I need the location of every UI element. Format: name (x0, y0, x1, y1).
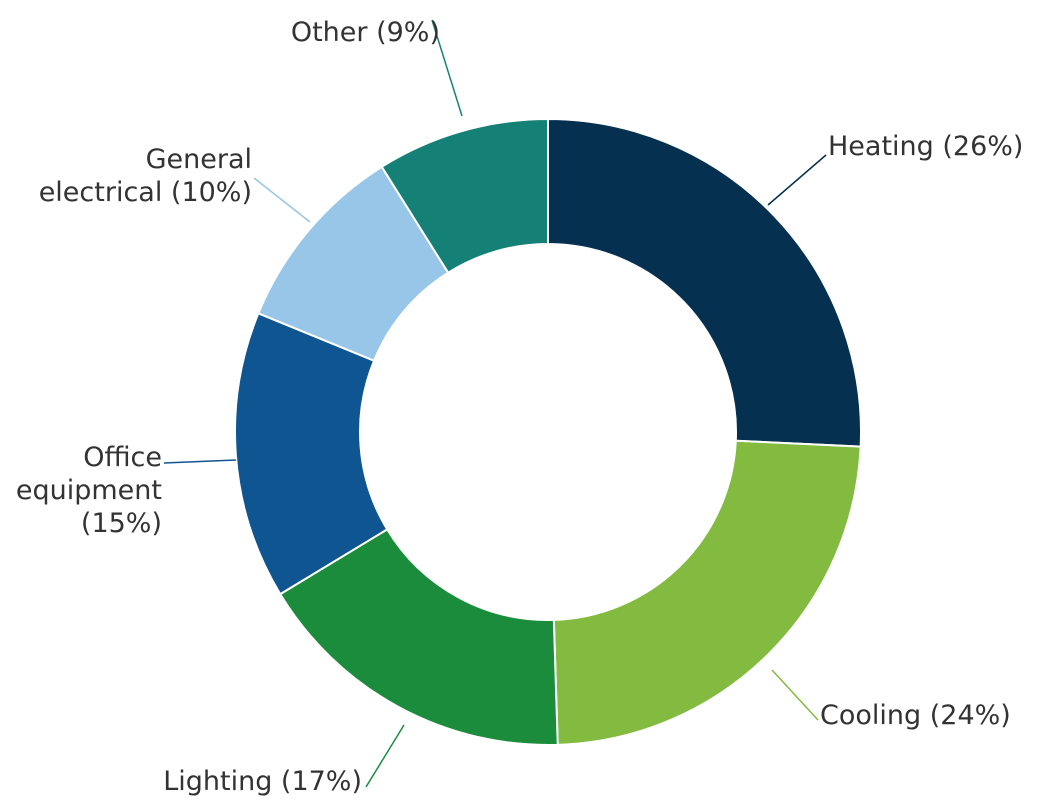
label-lighting: Lighting (17%) (163, 766, 362, 797)
label-cooling: Cooling (24%) (820, 700, 1011, 731)
leader-line-lighting (365, 724, 405, 788)
donut-slices (234, 117, 862, 746)
label-general-electrical: General electrical (10%) (39, 144, 252, 208)
leader-line-other (431, 19, 463, 117)
slice-labels: Heating (26%) Cooling (24%) Lighting (17%)… (16, 17, 1024, 797)
label-office-equipment: Office equipment (15%) (16, 442, 162, 539)
slice-other (380, 117, 549, 275)
label-heating: Heating (26%) (828, 131, 1023, 162)
leader-line-general-electrical (253, 177, 311, 223)
slice-lighting (278, 527, 559, 746)
leader-line-office-equipment (163, 459, 237, 464)
label-other: Other (9%) (291, 17, 440, 48)
leader-line-heating (767, 154, 827, 206)
leader-lines (163, 19, 827, 788)
slice-cooling (552, 439, 862, 746)
slice-heating (547, 117, 862, 448)
leader-line-cooling (771, 669, 819, 721)
